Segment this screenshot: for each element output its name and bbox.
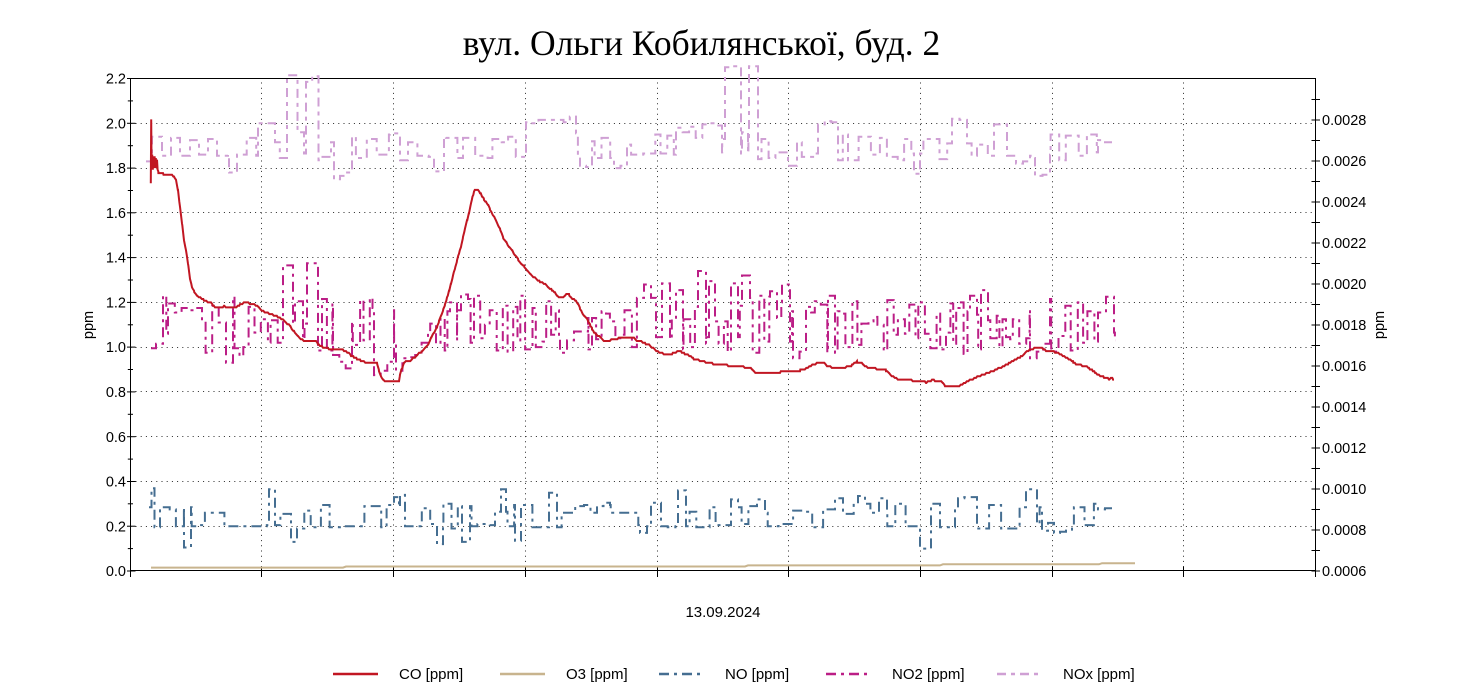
svg-text:ppm: ppm bbox=[81, 311, 97, 339]
svg-text:NOx [ppm]: NOx [ppm] bbox=[1063, 666, 1135, 683]
svg-text:0.0014: 0.0014 bbox=[1322, 400, 1366, 416]
svg-text:13.09.2024: 13.09.2024 bbox=[685, 604, 760, 621]
svg-text:0.0018: 0.0018 bbox=[1322, 318, 1366, 334]
svg-text:0.6: 0.6 bbox=[106, 430, 126, 446]
svg-text:0.0008: 0.0008 bbox=[1322, 523, 1366, 539]
svg-text:2.0: 2.0 bbox=[106, 116, 126, 132]
svg-text:0.0012: 0.0012 bbox=[1322, 441, 1366, 457]
svg-text:NO [ppm]: NO [ppm] bbox=[725, 666, 789, 683]
svg-text:0.8: 0.8 bbox=[106, 385, 126, 401]
svg-text:2.2: 2.2 bbox=[106, 72, 126, 88]
svg-text:1.6: 1.6 bbox=[106, 206, 126, 222]
svg-text:CO [ppm]: CO [ppm] bbox=[399, 666, 463, 683]
svg-text:0.0026: 0.0026 bbox=[1322, 154, 1366, 170]
svg-text:0.0024: 0.0024 bbox=[1322, 195, 1366, 211]
svg-text:1.0: 1.0 bbox=[106, 340, 126, 356]
svg-text:ppm: ppm bbox=[1372, 311, 1388, 339]
svg-text:NO2 [ppm]: NO2 [ppm] bbox=[892, 666, 965, 683]
svg-text:0.0016: 0.0016 bbox=[1322, 359, 1366, 375]
svg-text:0.2: 0.2 bbox=[106, 519, 126, 535]
svg-text:O3 [ppm]: O3 [ppm] bbox=[566, 666, 628, 683]
svg-text:0.0020: 0.0020 bbox=[1322, 277, 1366, 293]
svg-text:0.0028: 0.0028 bbox=[1322, 113, 1366, 129]
svg-text:вул. Ольги Кобилянської, буд.: вул. Ольги Кобилянської, буд. 2 bbox=[463, 23, 940, 63]
svg-text:0.0022: 0.0022 bbox=[1322, 236, 1366, 252]
svg-text:1.8: 1.8 bbox=[106, 161, 126, 177]
svg-text:1.2: 1.2 bbox=[106, 295, 126, 311]
svg-text:1.4: 1.4 bbox=[106, 251, 126, 267]
svg-text:0.0010: 0.0010 bbox=[1322, 482, 1366, 498]
svg-text:0.4: 0.4 bbox=[106, 475, 126, 491]
svg-text:0.0006: 0.0006 bbox=[1322, 564, 1366, 580]
svg-text:0.0: 0.0 bbox=[106, 564, 126, 580]
